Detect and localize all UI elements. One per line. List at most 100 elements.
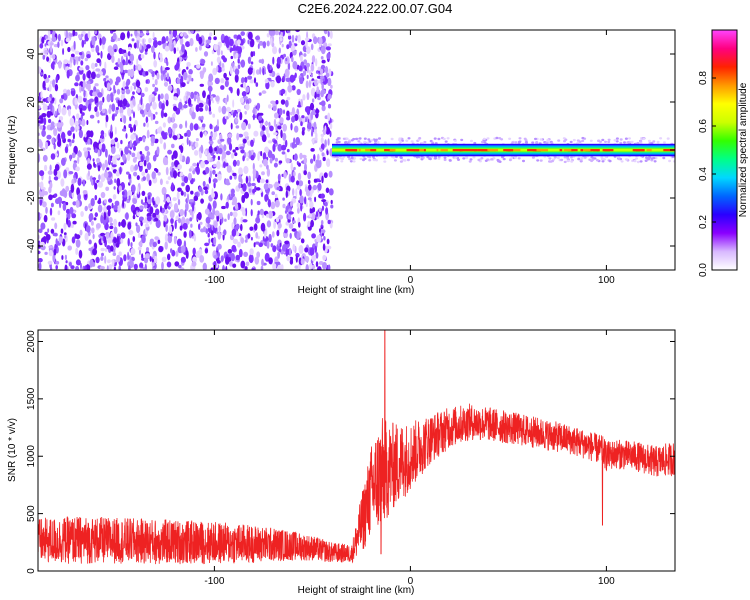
heatmap-cell xyxy=(139,109,145,115)
heatmap-cell xyxy=(152,83,156,88)
heatmap-cell xyxy=(329,30,333,39)
heatmap-cell xyxy=(82,73,86,81)
heatmap-cell xyxy=(202,180,206,188)
heatmap-cell xyxy=(349,160,353,163)
heatmap-cell xyxy=(48,249,53,257)
heatmap-cell xyxy=(238,182,242,189)
heatmap-cell xyxy=(255,82,259,87)
heatmap-cell xyxy=(155,168,159,173)
heatmap-cell xyxy=(292,220,296,224)
heatmap-cell xyxy=(185,120,188,129)
heatmap-cell xyxy=(260,188,263,193)
heatmap-cell xyxy=(64,234,67,239)
heatmap-cell xyxy=(275,75,282,84)
heatmap-cell xyxy=(122,59,126,66)
heatmap-cell xyxy=(320,64,326,70)
heatmap-cell xyxy=(125,80,129,88)
heatmap-cell xyxy=(90,71,96,80)
heatmap-cell xyxy=(415,156,419,159)
heatmap-cell xyxy=(100,232,106,237)
heatmap-cell xyxy=(90,62,96,70)
heatmap-cell xyxy=(287,84,293,93)
heatmap-cell xyxy=(72,201,77,206)
signal-core xyxy=(413,149,420,152)
heatmap-cell xyxy=(162,122,166,128)
heatmap-cell xyxy=(119,166,122,175)
heatmap-cell xyxy=(330,199,333,205)
heatmap-cell xyxy=(247,233,251,239)
heatmap-cell xyxy=(189,209,192,216)
heatmap-cell xyxy=(310,111,314,121)
heatmap-cell xyxy=(329,221,333,229)
heatmap-cell xyxy=(323,30,328,35)
heatmap-cell xyxy=(539,159,543,162)
heatmap-cell xyxy=(122,128,127,132)
heatmap-cell xyxy=(218,212,223,220)
heatmap-cell xyxy=(70,265,75,270)
heatmap-cell xyxy=(113,218,118,227)
heatmap-cell xyxy=(125,133,128,139)
heatmap-cell xyxy=(150,114,154,121)
heatmap-cell xyxy=(174,64,179,71)
heatmap-cell xyxy=(261,258,264,267)
heatmap-cell xyxy=(38,140,43,149)
heatmap-cell xyxy=(80,86,85,92)
heatmap-cell xyxy=(76,113,80,120)
heatmap-cell xyxy=(50,44,53,53)
heatmap-cell xyxy=(291,56,294,63)
heatmap-cell xyxy=(249,248,254,256)
heatmap-cell xyxy=(292,50,297,56)
heatmap-cell xyxy=(135,79,141,88)
heatmap-cell xyxy=(279,242,282,247)
heatmap-cell xyxy=(187,193,189,203)
heatmap-cell xyxy=(166,73,170,80)
heatmap-cell xyxy=(300,203,303,212)
heatmap-cell xyxy=(38,66,42,74)
heatmap-cell xyxy=(208,97,211,107)
heatmap-cell xyxy=(202,90,206,99)
heatmap-cell xyxy=(135,134,138,143)
heatmap-cell xyxy=(116,177,121,187)
heatmap-cell xyxy=(167,176,171,181)
heatmap-cell xyxy=(63,222,67,231)
heatmap-cell xyxy=(300,121,303,127)
heatmap-cell xyxy=(536,159,540,162)
heatmap-cell xyxy=(145,247,150,252)
heatmap-cell xyxy=(38,153,41,163)
heatmap-cell xyxy=(98,197,101,204)
heatmap-cell xyxy=(44,49,48,55)
signal-core xyxy=(559,149,563,152)
heatmap-cell xyxy=(235,254,240,261)
heatmap-cell xyxy=(317,153,320,161)
heatmap-cell xyxy=(114,126,117,135)
heatmap-cell xyxy=(172,170,178,179)
heatmap-cell xyxy=(90,198,95,207)
heatmap-cell xyxy=(110,139,116,145)
heatmap-cell xyxy=(67,130,72,137)
heatmap-cell xyxy=(179,36,184,46)
heatmap-cell xyxy=(315,261,319,268)
heatmap-cell xyxy=(148,94,152,103)
heatmap-cell xyxy=(71,213,77,219)
heatmap-cell xyxy=(107,209,111,217)
heatmap-cell xyxy=(248,254,254,264)
heatmap-cell xyxy=(322,129,327,135)
heatmap-cell xyxy=(210,81,213,86)
heatmap-cell xyxy=(229,211,233,217)
heatmap-cell xyxy=(133,84,136,90)
heatmap-cell xyxy=(79,107,83,114)
heatmap-cell xyxy=(105,148,108,158)
heatmap-cell xyxy=(263,158,268,167)
heatmap-cell xyxy=(242,155,245,162)
heatmap-cell xyxy=(240,59,246,68)
heatmap-cell xyxy=(250,198,253,206)
heatmap-cell xyxy=(48,103,53,110)
heatmap-cell xyxy=(187,97,192,106)
heatmap-cell xyxy=(123,115,127,124)
heatmap-cell xyxy=(207,94,211,100)
heatmap-cell xyxy=(205,166,210,174)
heatmap-cell xyxy=(255,232,259,239)
heatmap-cell xyxy=(145,116,149,124)
heatmap-cell xyxy=(94,195,98,201)
